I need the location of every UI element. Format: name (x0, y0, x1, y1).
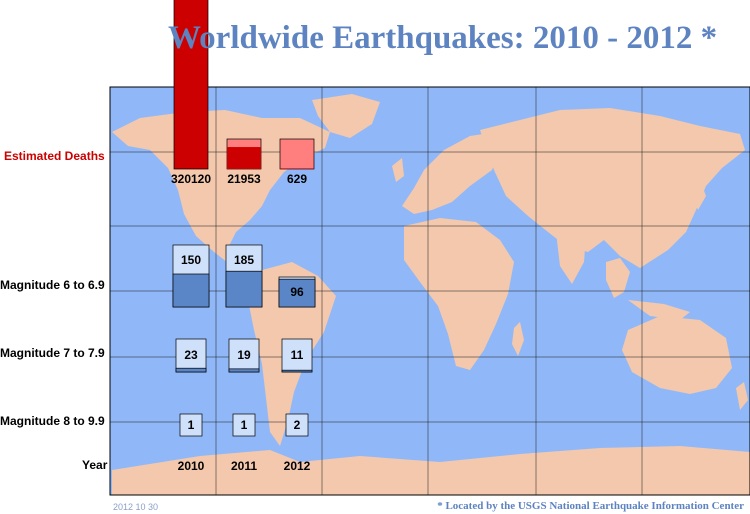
mag8-box-2012 (285, 413, 309, 437)
land-europe (402, 132, 500, 214)
deaths-bar-box-2012 (279, 138, 315, 170)
land-madagascar (512, 322, 524, 356)
land-north-america (112, 110, 330, 266)
mag7-box-2012 (281, 338, 313, 373)
mag6-fill-2012 (278, 278, 316, 308)
mag8-box-2011 (232, 413, 256, 437)
mag7-box-2010 (175, 338, 207, 373)
mag7-value-label-2011: 19 (237, 348, 251, 362)
row-label-year: Year (82, 458, 108, 472)
year-label-2012: 2012 (284, 459, 311, 473)
mag8-box-2010 (179, 413, 203, 437)
mag8-value-label-2012: 2 (294, 418, 301, 432)
land-indonesia (628, 300, 690, 320)
land-new-zealand (736, 382, 748, 410)
mag6-fill-2010 (172, 273, 210, 308)
land-uk (392, 158, 404, 182)
map-border (109, 86, 750, 496)
mag6-value-label-2011: 185 (234, 253, 254, 267)
year-label-2010: 2010 (178, 459, 205, 473)
land-asia (480, 108, 745, 268)
row-label-magnitude-7: Magnitude 7 to 7.9 (0, 346, 105, 360)
mag7-box-2011 (228, 338, 260, 373)
row-label-deaths: Estimated Deaths (4, 149, 105, 163)
land-australia (622, 316, 732, 394)
year-label-2011: 2011 (231, 459, 257, 473)
land-africa (404, 218, 514, 370)
land-southeast-asia (606, 258, 630, 298)
mag8-value-label-2010: 1 (188, 418, 195, 432)
mag7-value-label-2010: 23 (184, 348, 198, 362)
land-japan (690, 180, 706, 210)
mag6-value-label-2010: 150 (181, 253, 201, 267)
mag6-fill-2011 (225, 270, 263, 308)
world-map (109, 86, 750, 496)
row-label-magnitude-8: Magnitude 8 to 9.9 (0, 414, 105, 428)
mag6-value-label-2012: 96 (290, 285, 304, 299)
deaths-bar-fill-2011 (227, 147, 261, 169)
row-label-magnitude-6: Magnitude 6 to 6.9 (0, 278, 105, 292)
deaths-bar-fill-2012 (280, 168, 314, 169)
datestamp: 2012 10 30 (113, 502, 159, 512)
mag7-fill-2012 (281, 369, 313, 373)
mag7-fill-2011 (228, 368, 260, 373)
land-india (556, 232, 586, 284)
deaths-value-label-2012: 629 (287, 172, 307, 186)
mag7-value-label-2012: 11 (291, 348, 304, 362)
land-antarctica (112, 446, 750, 495)
mag7-fill-2010 (175, 367, 207, 373)
land-greenland (312, 94, 380, 138)
chart-title: Worldwide Earthquakes: 2010 - 2012 * (168, 20, 718, 56)
deaths-value-label-2011: 21953 (227, 172, 261, 186)
mag8-value-label-2011: 1 (241, 418, 248, 432)
deaths-bar-full-2010 (173, 0, 209, 170)
deaths-value-label-2010: 320120 (171, 172, 211, 186)
footnote: * Located by the USGS National Earthquak… (437, 500, 744, 512)
